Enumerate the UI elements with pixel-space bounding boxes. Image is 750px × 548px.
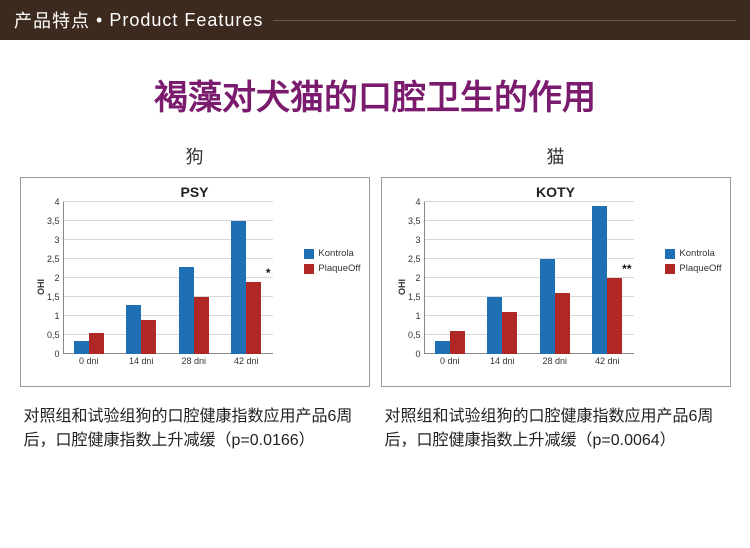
significance-marker: * bbox=[266, 266, 271, 280]
header-zh: 产品特点 bbox=[14, 7, 90, 33]
header-line bbox=[273, 20, 736, 21]
legend-label: PlaqueOff bbox=[318, 263, 360, 274]
header-dot: • bbox=[96, 10, 103, 31]
chart-title-dog: PSY bbox=[27, 184, 363, 200]
ytick: 2,5 bbox=[408, 254, 424, 264]
legend-swatch bbox=[304, 249, 314, 259]
legend-item-plaqueoff: PlaqueOff bbox=[304, 263, 360, 274]
x-label: 0 dni bbox=[424, 356, 477, 372]
ytick: 0,5 bbox=[408, 330, 424, 340]
chart-col-cat: 猫 KOTY 0 0,5 1 1,5 2 2,5 3 3,5 4 OHI ** 0 dni14 dni28… bbox=[381, 143, 731, 453]
bar-plaqueoff bbox=[450, 331, 465, 354]
bar-kontrola bbox=[126, 305, 141, 354]
header-bar: 产品特点 • Product Features bbox=[0, 0, 750, 40]
ytick: 1 bbox=[54, 311, 62, 321]
bar-group bbox=[63, 202, 116, 354]
chart-caption-dog: 对照组和试验组狗的口腔健康指数应用产品6周后，口腔健康指数上升减缓（p=0.01… bbox=[20, 405, 370, 453]
chart-col-dog: 狗 PSY 0 0,5 1 1,5 2 2,5 3 3,5 4 OHI * 0 dni14 dni28 d… bbox=[20, 143, 370, 453]
legend-swatch bbox=[304, 264, 314, 274]
charts-row: 狗PSY00,511,522,533,54OHI*0 dni14 dni28 d… bbox=[0, 143, 750, 453]
ytick: 2 bbox=[415, 273, 423, 283]
chart-label-cat: 猫 bbox=[381, 143, 731, 169]
legend-label: Kontrola bbox=[679, 248, 714, 259]
bars: * bbox=[63, 202, 273, 354]
ytick: 4 bbox=[415, 197, 423, 207]
bar-group bbox=[168, 202, 221, 354]
ytick: 0 bbox=[54, 349, 62, 359]
header-en: Product Features bbox=[109, 10, 263, 31]
legend: Kontrola PlaqueOff bbox=[304, 248, 360, 278]
bar-kontrola bbox=[231, 221, 246, 354]
significance-marker: ** bbox=[622, 262, 631, 276]
bar-plaqueoff bbox=[607, 278, 622, 354]
bars: ** bbox=[424, 202, 634, 354]
bar-group: * bbox=[220, 202, 273, 354]
ytick: 3,5 bbox=[408, 216, 424, 226]
legend-item-kontrola: Kontrola bbox=[304, 248, 360, 259]
bar-group bbox=[476, 202, 529, 354]
x-label: 28 dni bbox=[529, 356, 582, 372]
legend-label: Kontrola bbox=[318, 248, 353, 259]
chart-title-cat: KOTY bbox=[388, 184, 724, 200]
ytick: 0,5 bbox=[47, 330, 63, 340]
x-labels: 0 dni14 dni28 dni42 dni bbox=[63, 356, 273, 372]
y-axis-label: OHI bbox=[397, 279, 407, 295]
x-label: 42 dni bbox=[581, 356, 634, 372]
x-label: 42 dni bbox=[220, 356, 273, 372]
y-axis-label: OHI bbox=[36, 279, 46, 295]
chart-caption-cat: 对照组和试验组狗的口腔健康指数应用产品6周后，口腔健康指数上升减缓（p=0.00… bbox=[381, 405, 731, 453]
ytick: 2 bbox=[54, 273, 62, 283]
ytick: 3,5 bbox=[47, 216, 63, 226]
legend-label: PlaqueOff bbox=[679, 263, 721, 274]
bar-kontrola bbox=[592, 206, 607, 354]
ytick: 4 bbox=[54, 197, 62, 207]
bar-group: ** bbox=[581, 202, 634, 354]
x-label: 0 dni bbox=[63, 356, 116, 372]
x-label: 14 dni bbox=[115, 356, 168, 372]
ytick: 3 bbox=[54, 235, 62, 245]
x-label: 28 dni bbox=[168, 356, 221, 372]
chart-box-dog: PSY 0 0,5 1 1,5 2 2,5 3 3,5 4 OHI * 0 dni14 dni28 dn… bbox=[20, 177, 370, 387]
bar-plaqueoff bbox=[141, 320, 156, 354]
bar-kontrola bbox=[179, 267, 194, 354]
bar-plaqueoff bbox=[246, 282, 261, 354]
bar-plaqueoff bbox=[502, 312, 517, 354]
plot-area: 00,511,522,533,54OHI*0 dni14 dni28 dni42… bbox=[63, 202, 273, 372]
ytick: 1 bbox=[415, 311, 423, 321]
chart-box-cat: KOTY 0 0,5 1 1,5 2 2,5 3 3,5 4 OHI ** 0 dni14 dni28 … bbox=[381, 177, 731, 387]
bar-plaqueoff bbox=[89, 333, 104, 354]
ytick: 3 bbox=[415, 235, 423, 245]
ytick: 2,5 bbox=[47, 254, 63, 264]
bar-kontrola bbox=[540, 259, 555, 354]
chart-label-dog: 狗 bbox=[20, 143, 370, 169]
bar-plaqueoff bbox=[555, 293, 570, 354]
bar-kontrola bbox=[74, 341, 89, 354]
ytick: 1,5 bbox=[408, 292, 424, 302]
bar-kontrola bbox=[435, 341, 450, 354]
page-title: 褐藻对犬猫的口腔卫生的作用 bbox=[0, 70, 750, 119]
legend-swatch bbox=[665, 249, 675, 259]
ytick: 1,5 bbox=[47, 292, 63, 302]
bar-kontrola bbox=[487, 297, 502, 354]
bar-group bbox=[115, 202, 168, 354]
legend: Kontrola PlaqueOff bbox=[665, 248, 721, 278]
legend-swatch bbox=[665, 264, 675, 274]
bar-group bbox=[529, 202, 582, 354]
bar-group bbox=[424, 202, 477, 354]
x-label: 14 dni bbox=[476, 356, 529, 372]
legend-item-plaqueoff: PlaqueOff bbox=[665, 263, 721, 274]
x-labels: 0 dni14 dni28 dni42 dni bbox=[424, 356, 634, 372]
legend-item-kontrola: Kontrola bbox=[665, 248, 721, 259]
plot-area: 00,511,522,533,54OHI**0 dni14 dni28 dni4… bbox=[424, 202, 634, 372]
bar-plaqueoff bbox=[194, 297, 209, 354]
ytick: 0 bbox=[415, 349, 423, 359]
